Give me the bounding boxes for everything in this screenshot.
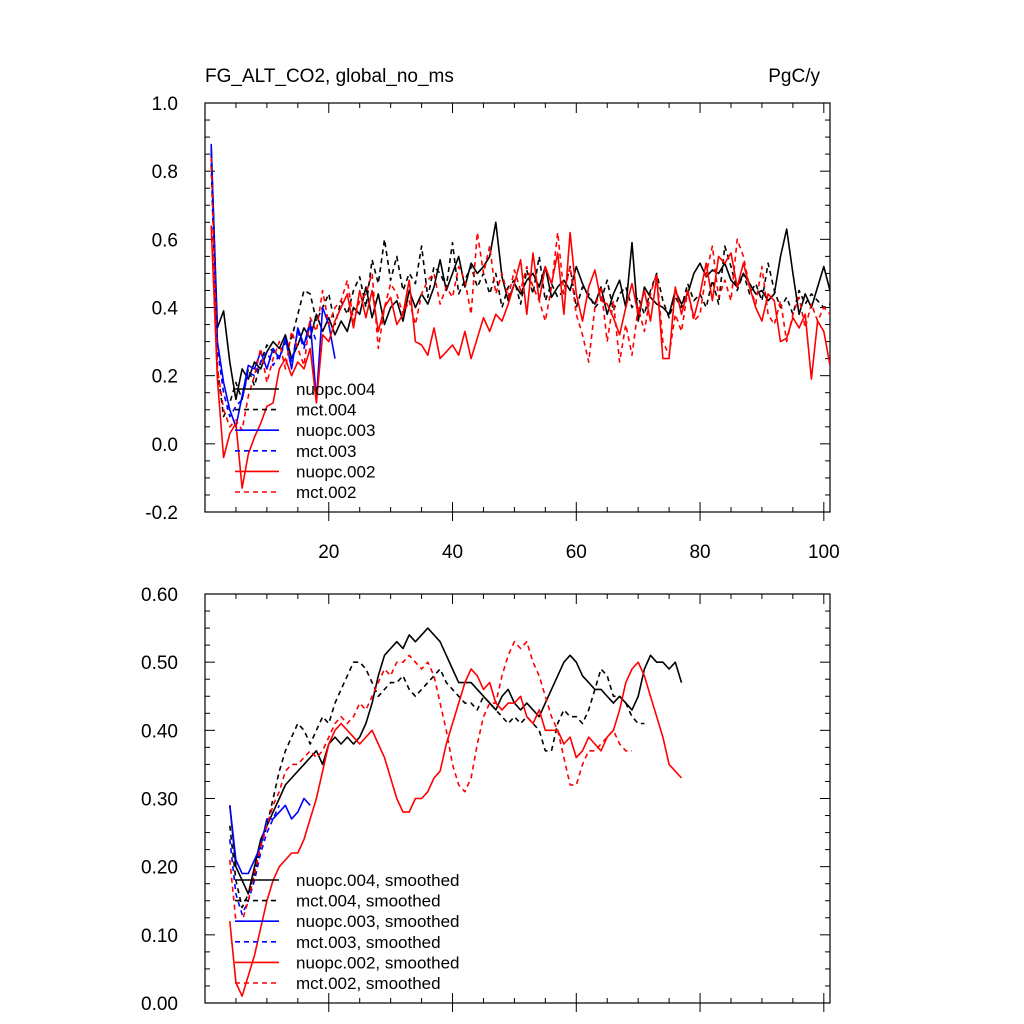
series-line-mct-004 [210,164,830,418]
y-tick-label: 0.10 [141,926,178,947]
y-tick-label: 0.20 [141,858,178,879]
y-tick-label: 0.2 [152,367,178,388]
series-line-mct-003 [210,154,318,418]
chart-units: PgC/y [768,66,820,87]
y-tick-label: 0.30 [141,790,178,811]
legend-label: nuopc.002 [296,462,375,481]
series-line-nuopc-003-smoothed [229,797,311,875]
series-line-mct-004-smoothed [229,661,645,909]
series-line-nuopc-002 [210,225,830,489]
y-tick-label: 0.8 [152,162,178,183]
series-line-nuopc-004-smoothed [229,627,683,895]
y-tick-label: 0.50 [141,653,178,674]
y-tick-label: 0.40 [141,721,178,742]
legend-label: nuopc.003 [296,421,375,440]
legend-label: mct.004, smoothed [296,892,441,911]
legend-label: mct.004 [296,401,356,420]
series-line-nuopc-003 [210,143,336,428]
bottom-panel: 0.00 0.10 0.20 0.30 0.40 0.50 0.60 nuopc.004, s… [141,585,831,1015]
x-tick-label: 20 [318,542,339,563]
series-line-mct-002-smoothed [229,640,632,923]
series-line-nuopc-004 [210,147,830,401]
legend-label: nuopc.002, smoothed [296,953,460,972]
y-tick-label: -0.2 [145,503,178,524]
legend-label: mct.003 [296,442,356,461]
legend-label: nuopc.004 [296,380,375,399]
legend-label: nuopc.004, smoothed [296,871,460,890]
x-tick-label: 40 [442,542,463,563]
x-tick-label: 60 [566,542,587,563]
legend-label: mct.002 [296,483,356,502]
y-tick-label: 0.00 [141,994,178,1015]
y-tick-label: 0.4 [152,299,179,320]
legend-label: mct.002, smoothed [296,974,441,993]
y-tick-label: 0.60 [141,585,178,606]
y-tick-label: 1.0 [152,94,178,115]
legend-label: mct.003, smoothed [296,933,441,952]
top-panel: -0.2 0.0 0.2 0.4 0.6 0.8 1.0 20 40 60 80 100 nuopc.0… [145,94,839,563]
legend-label: nuopc.003, smoothed [296,912,460,931]
series-line-mct-002 [210,157,830,432]
y-tick-label: 0.0 [152,435,178,456]
chart-title: FG_ALT_CO2, global_no_ms [205,66,454,87]
x-tick-label: 80 [689,542,710,563]
y-tick-label: 0.6 [152,230,178,251]
x-tick-label: 100 [808,542,840,563]
